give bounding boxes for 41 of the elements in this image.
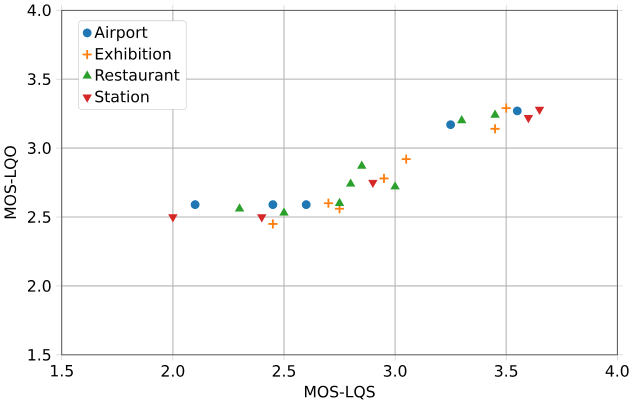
point: [346, 178, 356, 187]
point: [322, 198, 334, 209]
legend-label: Restaurant: [96, 69, 180, 81]
x-axis-title: MOS-LQS: [304, 386, 375, 400]
point: [512, 106, 522, 116]
legend-label: Station: [95, 90, 148, 103]
point: [267, 218, 278, 230]
x-tick-label: 1.5: [51, 365, 73, 377]
point: [500, 102, 512, 114]
point: [400, 154, 412, 165]
x-tick-label: 3.0: [384, 365, 406, 377]
x-tick-label: 2.5: [272, 365, 296, 377]
point: [190, 200, 200, 210]
point: [302, 200, 311, 210]
legend-label: Exhibition: [96, 48, 170, 60]
point: [490, 123, 501, 134]
point: [168, 214, 178, 222]
point: [368, 180, 378, 188]
y-axis-title: MOS-LQO: [4, 146, 18, 218]
y-tick-label: 1.5: [28, 349, 50, 361]
point: [457, 115, 466, 124]
point: [235, 204, 244, 212]
y-tick-label: 4.0: [28, 4, 51, 16]
y-tick-label: 2.5: [28, 211, 50, 224]
point: [257, 214, 266, 222]
legend-label: Airport: [94, 26, 148, 42]
x-tick-label: 4.0: [606, 365, 629, 377]
y-tick-label: 3.0: [28, 142, 51, 154]
point: [390, 182, 400, 190]
x-tick-label: 2.0: [162, 365, 184, 377]
point: [534, 106, 544, 115]
point: [490, 110, 500, 118]
point: [446, 120, 456, 130]
point: [378, 173, 390, 184]
point: [279, 208, 289, 216]
point: [357, 160, 366, 169]
point: [334, 198, 344, 206]
x-tick-label: 3.5: [494, 365, 518, 377]
y-tick-label: 2.0: [28, 280, 51, 292]
y-tick-label: 3.5: [28, 73, 50, 86]
point: [268, 200, 278, 210]
